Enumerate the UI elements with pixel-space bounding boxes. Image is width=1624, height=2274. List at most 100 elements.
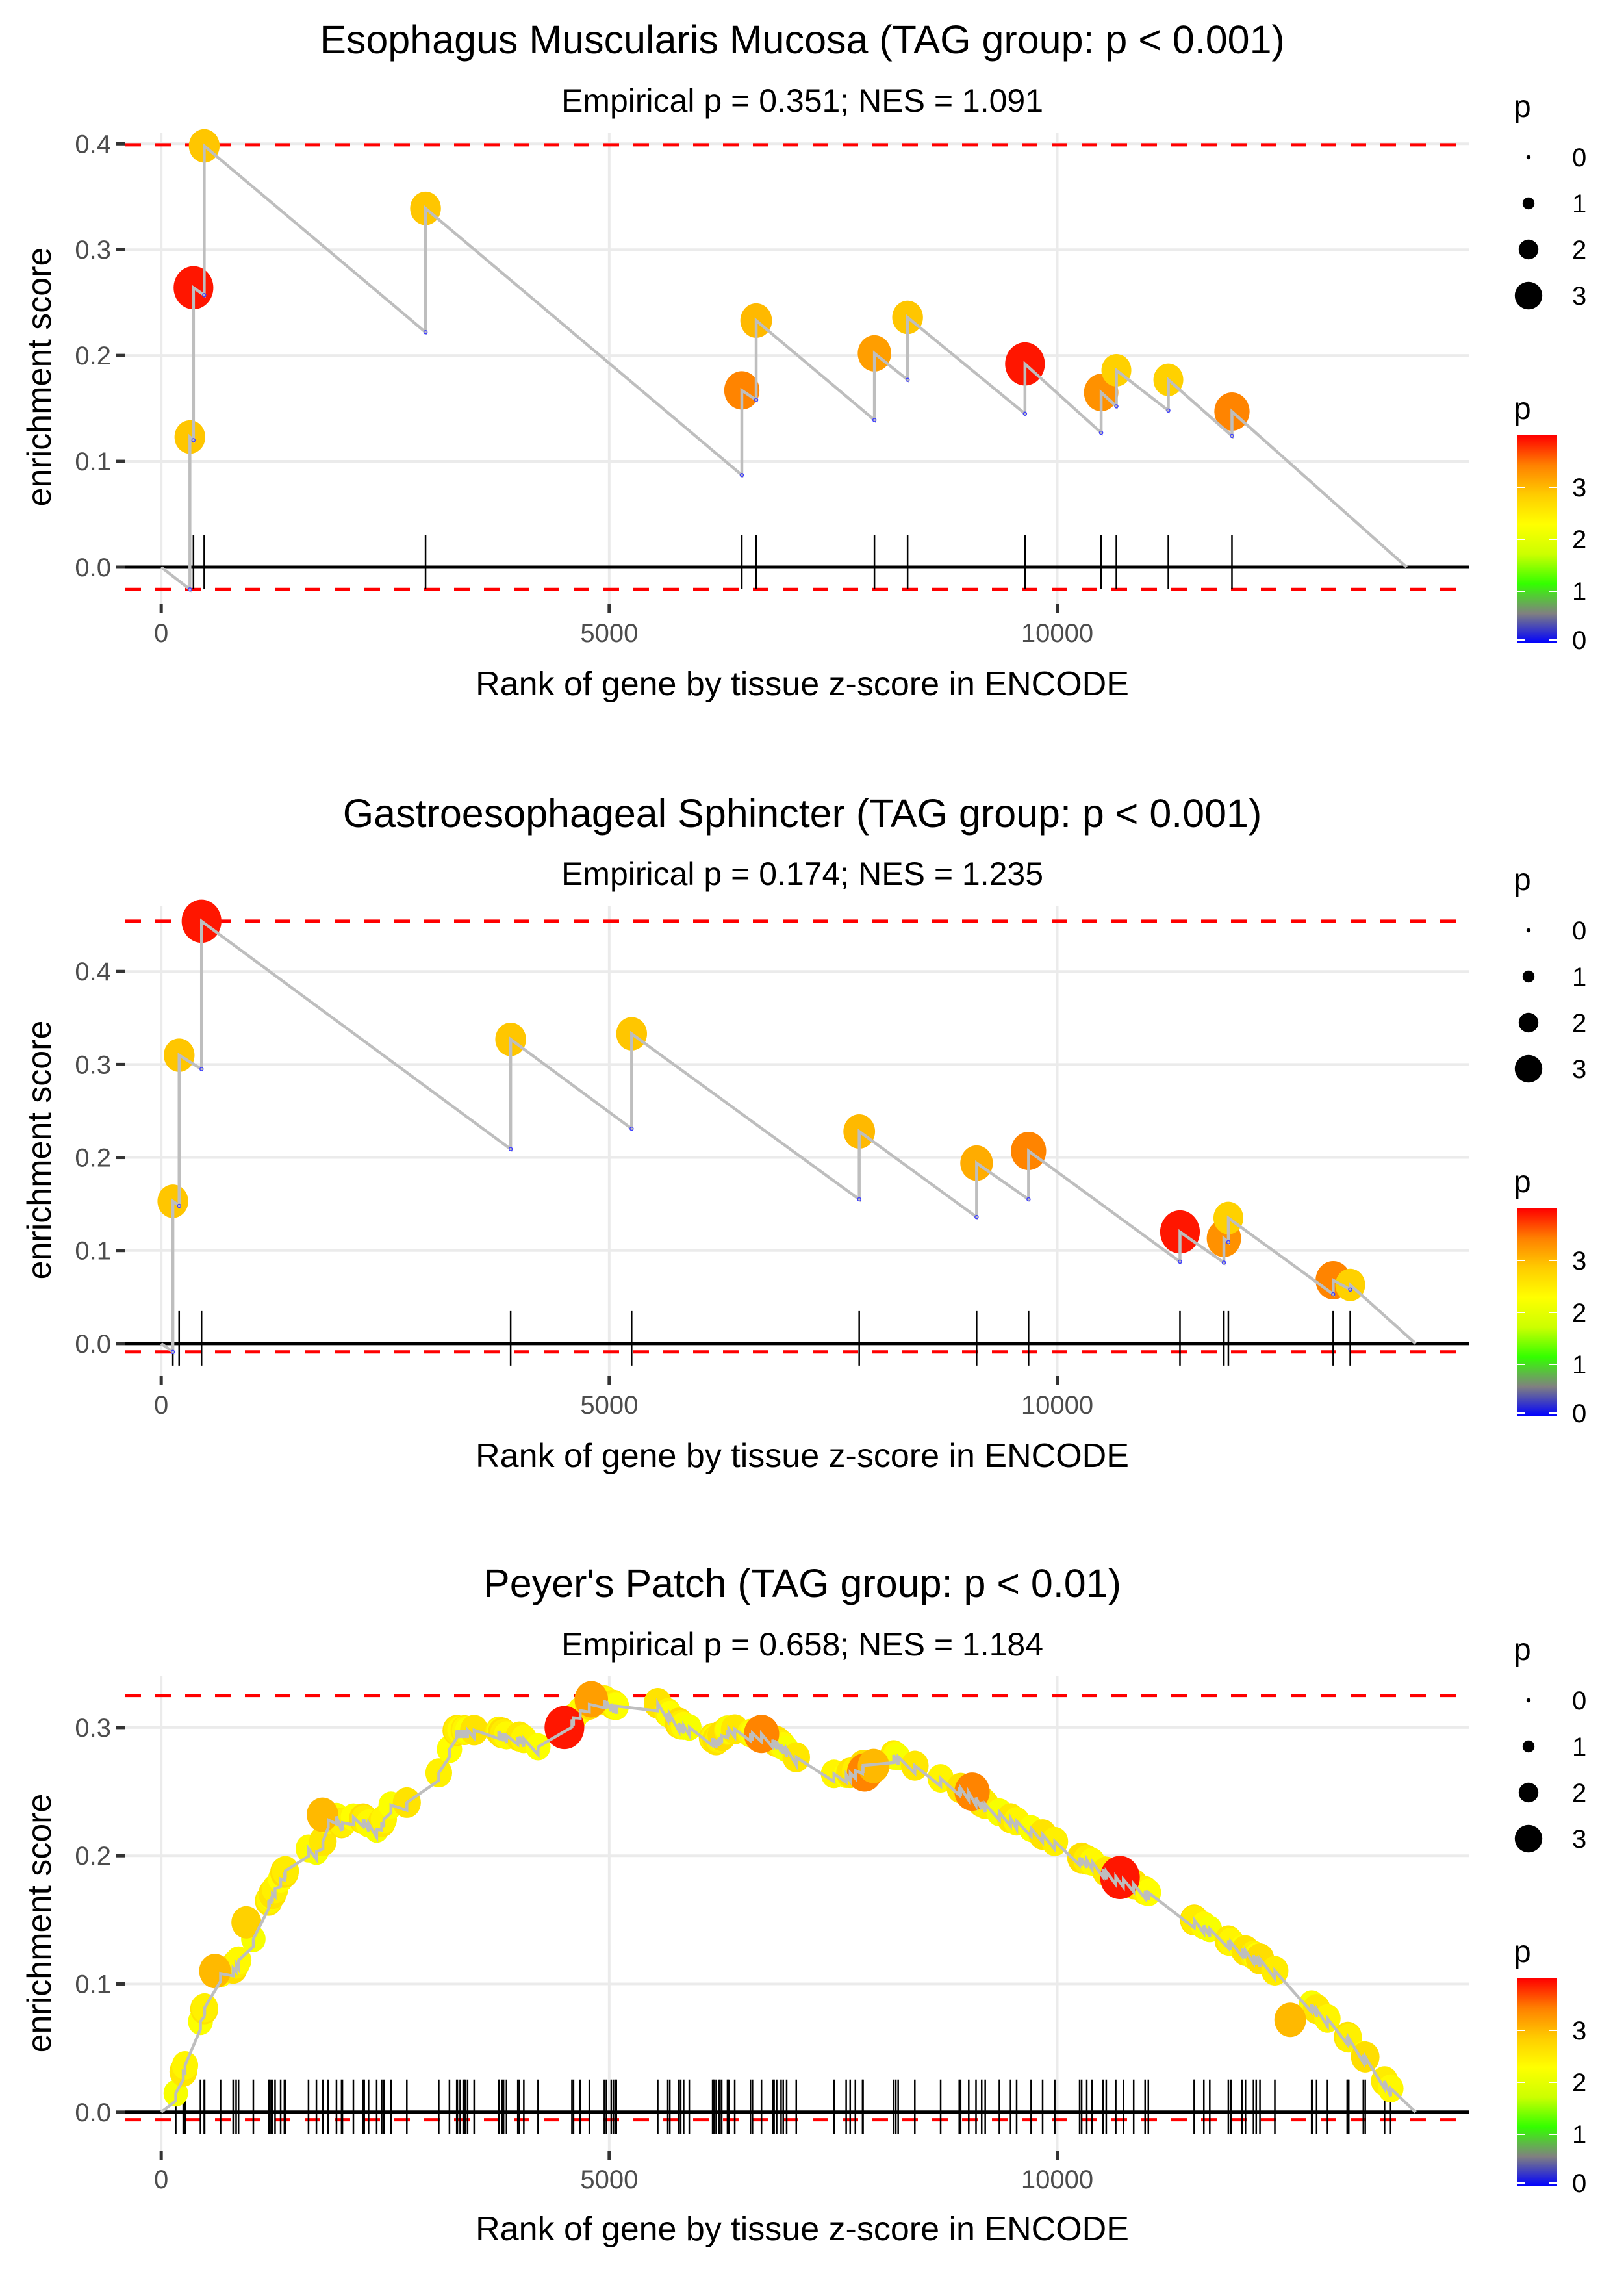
panel-esophagus-muscularis: Esophagus Muscularis Mucosa (TAG group: …	[21, 18, 1586, 703]
size-legend-dot	[1522, 970, 1535, 983]
x-axis-title: Rank of gene by tissue z-score in ENCODE	[476, 665, 1129, 703]
x-tick-label: 5000	[580, 2165, 638, 2194]
low-point	[188, 587, 192, 592]
low-point	[872, 418, 877, 422]
size-legend-dot	[1522, 1740, 1535, 1753]
low-point	[1226, 1240, 1231, 1245]
low-point	[1348, 1287, 1352, 1292]
size-legend-title: p	[1514, 90, 1531, 124]
y-tick-label: 0.1	[75, 1237, 111, 1266]
low-point	[199, 1067, 204, 1071]
size-legend-label: 1	[1572, 963, 1586, 991]
gene-point	[954, 1772, 990, 1811]
gene-point	[544, 1706, 585, 1750]
y-tick-label: 0.4	[75, 958, 111, 986]
chart-title: Peyer's Patch (TAG group: p < 0.01)	[483, 1561, 1121, 1605]
size-legend-label: 1	[1572, 1733, 1586, 1761]
low-point	[1178, 1259, 1182, 1264]
low-point	[1026, 1197, 1031, 1202]
low-point	[1331, 1292, 1336, 1297]
colorbar-label: 3	[1572, 1247, 1586, 1275]
legend: p 0 1 2 3 p 3 2 1 0	[1514, 1633, 1586, 2198]
y-tick-label: 0.3	[75, 236, 111, 264]
y-tick-label: 0.3	[75, 1714, 111, 1743]
size-legend-label: 0	[1572, 1687, 1586, 1715]
colorbar-label: 1	[1572, 2121, 1586, 2149]
size-legend-dot	[1518, 239, 1539, 260]
size-legend-label: 2	[1572, 1009, 1586, 1038]
panel-peyers-patch: Peyer's Patch (TAG group: p < 0.01) Empi…	[21, 1561, 1586, 2248]
low-point	[1166, 408, 1171, 413]
colorbar-label: 2	[1572, 1299, 1586, 1327]
x-axis-title: Rank of gene by tissue z-score in ENCODE	[476, 2210, 1129, 2248]
x-tick-label: 0	[154, 619, 168, 648]
size-legend-label: 0	[1572, 917, 1586, 945]
x-tick-label: 10000	[1021, 2165, 1093, 2194]
color-legend-title: p	[1514, 1935, 1531, 1969]
enrichment-score-line	[160, 1698, 1417, 2114]
size-legend-label: 1	[1572, 190, 1586, 218]
x-tick-label: 0	[154, 2165, 168, 2194]
low-point	[857, 1197, 861, 1202]
y-tick-label: 0.2	[75, 1842, 111, 1871]
y-tick-label: 0.0	[75, 1330, 111, 1359]
colorbar-label: 0	[1572, 626, 1586, 655]
panel-gastroesophageal-sphincter: Gastroesophageal Sphincter (TAG group: p…	[21, 791, 1586, 1475]
low-point	[423, 330, 428, 335]
size-legend-label: 0	[1572, 144, 1586, 172]
y-tick-label: 0.2	[75, 1144, 111, 1173]
size-legend-label: 3	[1572, 1825, 1586, 1854]
low-point	[1022, 411, 1028, 416]
size-legend-label: 2	[1572, 1779, 1586, 1808]
gene-point	[1274, 2002, 1306, 2038]
low-point	[1098, 430, 1104, 435]
color-legend-title: p	[1514, 1165, 1531, 1199]
chart-subtitle: Empirical p = 0.351; NES = 1.091	[561, 83, 1043, 119]
gene-point	[574, 1681, 609, 1718]
chart-title: Esophagus Muscularis Mucosa (TAG group: …	[320, 18, 1285, 62]
colorbar-label: 0	[1572, 1399, 1586, 1428]
size-legend-dot	[1526, 928, 1531, 933]
size-legend-title: p	[1514, 1633, 1531, 1667]
low-point	[202, 293, 207, 298]
size-legend-dot	[1514, 1054, 1543, 1083]
y-axis-title: enrichment score	[21, 1794, 58, 2053]
size-legend-dot	[1526, 1698, 1531, 1703]
gene-point	[199, 1954, 231, 1989]
size-legend-dot	[1518, 1012, 1539, 1033]
size-legend-title: p	[1514, 863, 1531, 897]
y-axis-title: enrichment score	[21, 248, 58, 507]
size-legend-dot	[1514, 281, 1543, 310]
colorbar-label: 2	[1572, 2069, 1586, 2097]
enrichment-score-line	[160, 142, 1408, 593]
colorbar-label: 3	[1572, 474, 1586, 502]
y-tick-label: 0.1	[75, 448, 111, 476]
size-legend-dot	[1518, 1782, 1539, 1803]
colorbar-label: 1	[1572, 578, 1586, 606]
low-point	[1230, 433, 1234, 439]
chart-subtitle: Empirical p = 0.658; NES = 1.184	[561, 1626, 1043, 1663]
y-tick-label: 0.3	[75, 1051, 111, 1079]
chart-title: Gastroesophageal Sphincter (TAG group: p…	[343, 791, 1262, 836]
low-point	[191, 438, 196, 442]
size-legend-label: 3	[1572, 282, 1586, 311]
plot-area: 0 5000 10000 0.0 0.1 0.2 0.3	[75, 1676, 1469, 2194]
low-point	[177, 1203, 182, 1208]
low-point	[905, 377, 910, 382]
size-legend-dot	[1514, 1824, 1543, 1853]
size-legend-dot	[1526, 155, 1531, 160]
low-point	[508, 1147, 513, 1151]
enrichment-score-line	[160, 918, 1417, 1355]
x-tick-label: 10000	[1021, 1391, 1093, 1420]
x-tick-label: 5000	[580, 1391, 638, 1420]
x-tick-label: 5000	[580, 619, 638, 648]
size-legend-label: 3	[1572, 1055, 1586, 1084]
gene-point	[857, 1748, 890, 1783]
y-tick-label: 0.4	[75, 130, 111, 159]
y-axis-title: enrichment score	[21, 1021, 58, 1280]
gene-point	[231, 1906, 262, 1939]
y-tick-label: 0.1	[75, 1971, 111, 1999]
low-point	[754, 398, 759, 402]
colorbar-label: 3	[1572, 2017, 1586, 2045]
